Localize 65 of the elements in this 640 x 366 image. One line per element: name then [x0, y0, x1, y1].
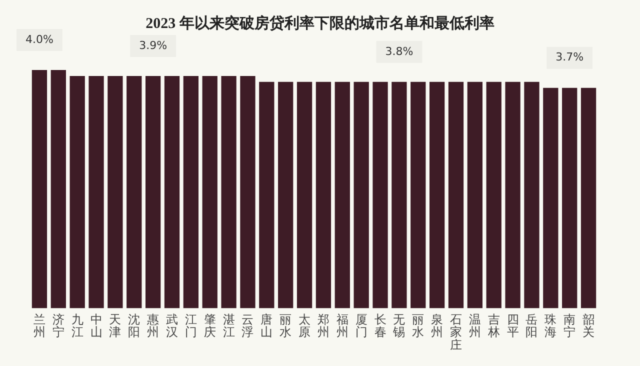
- data-label: 4.0%: [25, 32, 54, 46]
- x-tick-label: 温州: [468, 312, 481, 340]
- x-tick-label: 湛江: [222, 312, 235, 340]
- bar: [240, 76, 256, 308]
- x-tick-label: 太原: [298, 312, 311, 340]
- data-label: 3.9%: [139, 38, 168, 52]
- x-tick-label: 武汉: [166, 312, 178, 340]
- bar: [202, 76, 218, 308]
- x-tick-label: 岳阳: [526, 312, 538, 340]
- bar: [429, 82, 445, 308]
- x-tick-label: 丽水: [412, 312, 424, 340]
- bar: [354, 82, 369, 308]
- x-tick-label: 泉州: [431, 312, 444, 340]
- bar: [448, 82, 464, 308]
- x-tick-label: 郑州: [317, 312, 330, 340]
- data-label: 3.7%: [556, 50, 584, 64]
- bar: [259, 82, 274, 308]
- bar: [278, 82, 294, 308]
- x-tick-label: 吉林: [486, 312, 500, 340]
- x-tick-label: 沈阳: [128, 312, 140, 340]
- x-tick-label: 石家庄: [450, 312, 462, 352]
- bar: [108, 76, 123, 308]
- bar: [183, 76, 199, 308]
- x-tick-label: 厦门: [355, 312, 368, 340]
- x-tick-label: 无锡: [392, 312, 406, 340]
- x-tick-label: 中山: [90, 312, 102, 340]
- bar: [486, 82, 502, 308]
- bar: [467, 82, 483, 308]
- bar: [145, 76, 161, 308]
- x-tick-label: 四平: [506, 312, 519, 340]
- bar: [50, 70, 66, 308]
- x-tick-label: 福州: [336, 312, 348, 340]
- chart-title: 2023 年以来突破房贷利率下限的城市名单和最低利率: [144, 14, 496, 33]
- x-tick-label: 济宁: [52, 312, 64, 340]
- bar: [562, 88, 578, 308]
- bar: [334, 82, 350, 308]
- x-tick-label: 云浮: [242, 312, 254, 340]
- bar: [164, 76, 180, 308]
- bar: [221, 76, 236, 308]
- x-tick-label: 肇庆: [204, 312, 216, 340]
- bar: [126, 76, 142, 308]
- x-tick-label: 天津: [109, 312, 122, 340]
- bar: [32, 70, 48, 308]
- bar: [88, 76, 104, 308]
- bar: [524, 82, 540, 308]
- x-tick-label: 丽水: [280, 312, 292, 340]
- bar: [392, 82, 407, 308]
- bar: [580, 88, 596, 308]
- bar: [410, 82, 426, 308]
- bar: [296, 82, 312, 308]
- x-tick-label: 江门: [184, 312, 197, 340]
- x-tick-label: 惠州: [146, 312, 160, 340]
- x-tick-label: 兰州: [33, 312, 46, 340]
- bar: [316, 82, 332, 308]
- x-tick-label: 长春: [374, 312, 386, 340]
- bar: [372, 82, 388, 308]
- bar: [505, 82, 520, 308]
- x-tick-label: 唐山: [260, 312, 273, 340]
- x-tick-label: 韶关: [582, 312, 595, 340]
- data-label: 3.8%: [385, 44, 414, 58]
- bar: [543, 88, 558, 308]
- bar: [70, 76, 85, 308]
- x-tick-label: 珠海: [544, 312, 557, 340]
- x-tick-label: 南宁: [564, 312, 576, 340]
- x-tick-label: 九江: [71, 312, 84, 340]
